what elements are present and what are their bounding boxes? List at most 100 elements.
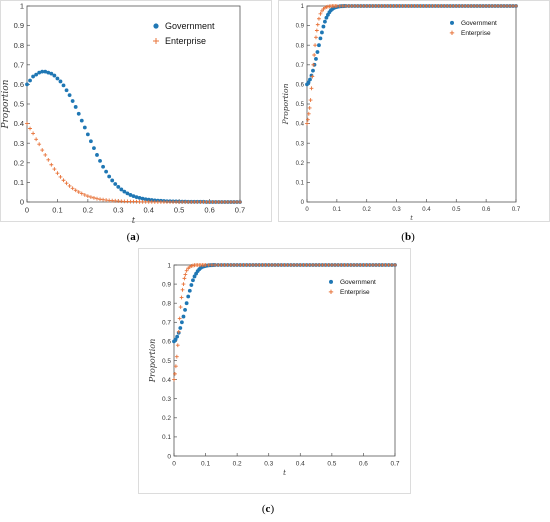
data-point-government xyxy=(25,82,29,87)
panel-label: (a) xyxy=(127,231,140,243)
y-axis-label: Proportion xyxy=(148,339,157,384)
data-point-government xyxy=(131,194,136,199)
panel-label: (b) xyxy=(401,231,415,243)
y-tick-label: 1 xyxy=(20,2,24,11)
data-point-government xyxy=(192,274,197,279)
data-point-enterprise xyxy=(393,263,397,267)
data-point-government xyxy=(79,118,84,123)
x-tick-label: 0.4 xyxy=(422,207,431,213)
data-point-government xyxy=(34,72,39,77)
data-point-government xyxy=(55,76,60,81)
y-axis-label: Proportion xyxy=(1,79,11,129)
series-government xyxy=(305,4,518,87)
y-tick-label: 0.8 xyxy=(296,43,305,49)
legend-label-enterprise: Enterprise xyxy=(165,36,206,46)
y-tick-label: 0.8 xyxy=(14,41,24,50)
data-point-government xyxy=(82,125,87,130)
x-tick-label: 0.4 xyxy=(143,206,153,215)
chart-panel-a: 0 0.1 0.2 0.3 0.4 0.5 0.6 0.7 0.8 0.9 1 0 0.1 0.2 0.3 0… xyxy=(0,0,272,243)
y-tick-label: 0.5 xyxy=(296,102,305,108)
data-point-government xyxy=(178,326,183,330)
x-tick-label: 0 xyxy=(25,206,29,215)
data-point-enterprise xyxy=(181,282,186,286)
y-tick-label: 1 xyxy=(301,4,305,10)
data-point-government xyxy=(64,88,69,93)
data-point-enterprise xyxy=(55,171,60,176)
data-point-enterprise xyxy=(313,43,317,48)
y-tick-label: 0.9 xyxy=(14,21,24,30)
legend-label-enterprise: Enterprise xyxy=(461,30,491,37)
data-point-enterprise xyxy=(67,184,72,188)
x-tick-label: 0.1 xyxy=(333,207,342,213)
data-point-enterprise xyxy=(46,157,51,162)
legend: Government Enterprise xyxy=(449,20,497,37)
data-point-government xyxy=(76,111,81,116)
data-point-government xyxy=(314,57,318,61)
data-point-government xyxy=(128,193,133,197)
data-point-enterprise xyxy=(317,16,321,21)
data-point-enterprise xyxy=(514,4,518,8)
series-enterprise xyxy=(25,121,242,204)
data-point-enterprise xyxy=(52,167,57,171)
y-tick-label: 0.1 xyxy=(296,181,305,187)
data-point-enterprise xyxy=(314,35,318,40)
legend-marker-enterprise xyxy=(449,30,455,36)
data-point-enterprise xyxy=(28,126,32,131)
data-point-enterprise xyxy=(89,195,93,199)
data-point-enterprise xyxy=(58,175,63,179)
y-tick-label: 0 xyxy=(167,453,171,460)
data-point-government xyxy=(89,139,93,144)
chart-panel-b: 0 0.1 0.2 0.3 0.4 0.5 0.6 0.7 0.8 0.9 1 0 0.1 0.2 0.3 0… xyxy=(278,0,550,243)
data-point-enterprise xyxy=(307,106,312,110)
data-point-enterprise xyxy=(82,193,87,197)
data-point-government xyxy=(308,77,312,82)
data-point-government xyxy=(189,283,194,287)
x-tick-label: 0.5 xyxy=(327,461,336,468)
data-point-enterprise xyxy=(85,194,90,199)
data-point-government xyxy=(318,36,323,41)
data-point-enterprise xyxy=(49,162,54,167)
data-point-government xyxy=(317,43,321,48)
y-tick-label: 0 xyxy=(20,198,24,207)
y-tick-label: 0.2 xyxy=(296,161,305,167)
data-point-government xyxy=(143,197,148,202)
data-point-government xyxy=(58,79,63,84)
x-tick-label: 0.7 xyxy=(390,461,399,468)
legend-label-government: Government xyxy=(340,279,376,286)
data-point-government xyxy=(40,69,45,74)
legend-marker-enterprise xyxy=(153,38,159,45)
data-point-government xyxy=(37,70,42,75)
legend-marker-government xyxy=(329,279,333,284)
data-point-government xyxy=(134,195,139,200)
data-point-government xyxy=(95,153,99,157)
y-tick-label: 0.7 xyxy=(14,60,24,69)
data-point-government xyxy=(175,334,180,339)
data-point-government xyxy=(73,105,78,109)
panel-frame xyxy=(0,0,272,222)
data-point-enterprise xyxy=(174,354,179,359)
x-tick-label: 0.2 xyxy=(233,461,242,468)
x-tick-label: 0.2 xyxy=(363,207,372,213)
y-tick-label: 0.2 xyxy=(162,415,171,422)
series-enterprise xyxy=(305,4,518,126)
y-tick-label: 0.4 xyxy=(162,377,171,384)
data-point-government xyxy=(113,182,118,186)
data-point-enterprise xyxy=(184,268,189,273)
data-point-government xyxy=(92,146,96,151)
y-tick-label: 0.4 xyxy=(296,122,305,128)
data-point-government xyxy=(67,93,72,98)
data-point-enterprise xyxy=(182,276,187,281)
data-point-government xyxy=(107,174,112,179)
data-point-government xyxy=(70,99,75,103)
series-government xyxy=(172,263,397,344)
data-point-enterprise xyxy=(25,121,29,126)
panel-frame xyxy=(278,0,550,222)
data-point-enterprise xyxy=(43,153,48,157)
data-point-government xyxy=(46,70,51,75)
data-point-enterprise xyxy=(183,272,188,277)
data-point-enterprise xyxy=(95,196,99,201)
data-point-enterprise xyxy=(309,86,314,91)
x-tick-label: 0.3 xyxy=(113,206,123,215)
data-point-enterprise xyxy=(70,186,75,191)
